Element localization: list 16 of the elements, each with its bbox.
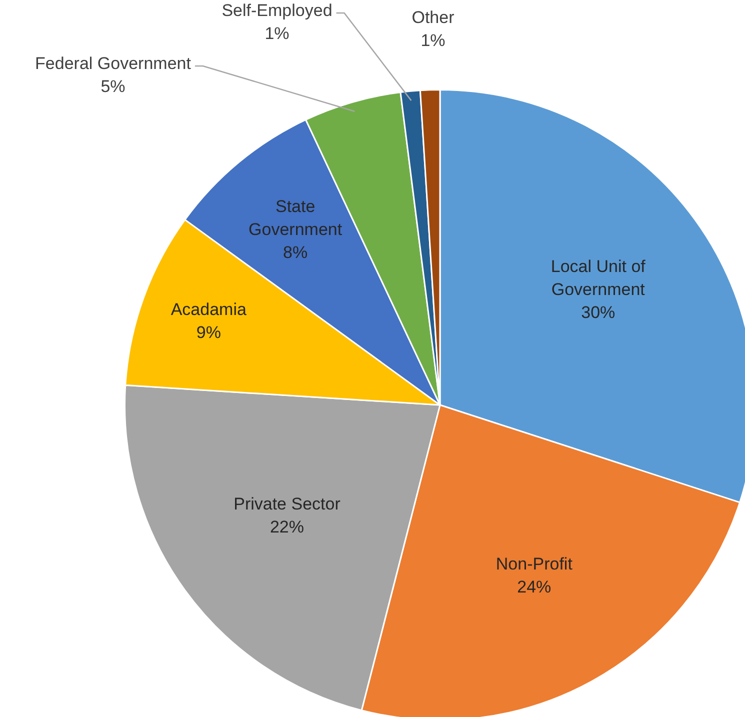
slice-label: State Government	[248, 196, 342, 239]
slice-label: Local Unit of Government	[550, 256, 646, 299]
data-label: 22%	[270, 517, 304, 536]
data-label: 1%	[264, 24, 290, 44]
data-label: 24%	[517, 577, 552, 596]
slice-label: Federal Government	[35, 54, 192, 74]
data-label: 5%	[100, 77, 126, 96]
data-label: 1%	[420, 31, 446, 50]
data-label: 30%	[581, 302, 616, 322]
slice-label: Acadamia	[170, 300, 247, 319]
data-label: 8%	[283, 242, 308, 262]
slice-label: Other	[412, 8, 455, 28]
slice-label: Self-Employed	[222, 1, 332, 20]
data-label: 9%	[196, 322, 221, 342]
slice-label: Non-Profit	[496, 554, 573, 574]
slice-label: Private Sector	[234, 494, 341, 514]
